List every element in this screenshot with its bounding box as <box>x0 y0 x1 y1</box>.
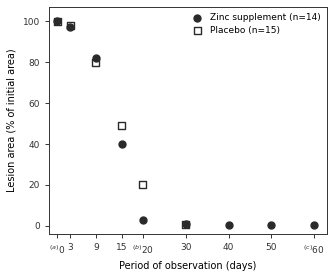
Zinc supplement (n=14) <box>183 222 188 226</box>
Zinc supplement (n=14) <box>269 223 274 227</box>
Y-axis label: Lesion area (% of initial area): Lesion area (% of initial area) <box>7 49 17 192</box>
Placebo (n=15) <box>93 60 99 64</box>
Zinc supplement (n=14) <box>119 142 124 146</box>
Placebo (n=15) <box>140 183 146 187</box>
Zinc supplement (n=14) <box>226 223 231 227</box>
Zinc supplement (n=14) <box>67 25 73 30</box>
Zinc supplement (n=14) <box>55 19 60 24</box>
Placebo (n=15) <box>55 19 60 24</box>
Placebo (n=15) <box>183 223 188 227</box>
Zinc supplement (n=14) <box>140 217 146 222</box>
Zinc supplement (n=14) <box>93 56 99 60</box>
Zinc supplement (n=14) <box>312 223 317 227</box>
Placebo (n=15) <box>119 123 124 128</box>
Legend: Zinc supplement (n=14), Placebo (n=15): Zinc supplement (n=14), Placebo (n=15) <box>186 11 323 37</box>
Placebo (n=15) <box>67 23 73 28</box>
X-axis label: Period of observation (days): Period of observation (days) <box>119 261 257 271</box>
